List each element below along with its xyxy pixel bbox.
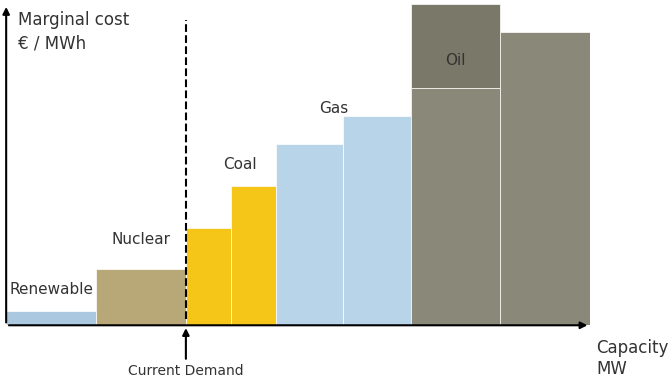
FancyBboxPatch shape: [6, 311, 96, 325]
Text: Capacity
MW: Capacity MW: [596, 339, 669, 378]
FancyBboxPatch shape: [343, 116, 411, 325]
FancyBboxPatch shape: [276, 144, 343, 325]
FancyBboxPatch shape: [411, 4, 501, 88]
Text: Coal: Coal: [223, 157, 257, 172]
Text: Nuclear: Nuclear: [112, 232, 171, 247]
Text: Current Demand: Current Demand: [128, 330, 244, 378]
FancyBboxPatch shape: [411, 88, 501, 325]
Text: Renewable: Renewable: [9, 282, 93, 297]
Text: Gas: Gas: [319, 101, 349, 116]
FancyBboxPatch shape: [230, 186, 276, 325]
Text: Oil: Oil: [446, 53, 466, 68]
FancyBboxPatch shape: [501, 32, 590, 325]
Text: Marginal cost
€ / MWh: Marginal cost € / MWh: [18, 11, 129, 52]
FancyBboxPatch shape: [186, 227, 230, 325]
FancyBboxPatch shape: [96, 269, 186, 325]
